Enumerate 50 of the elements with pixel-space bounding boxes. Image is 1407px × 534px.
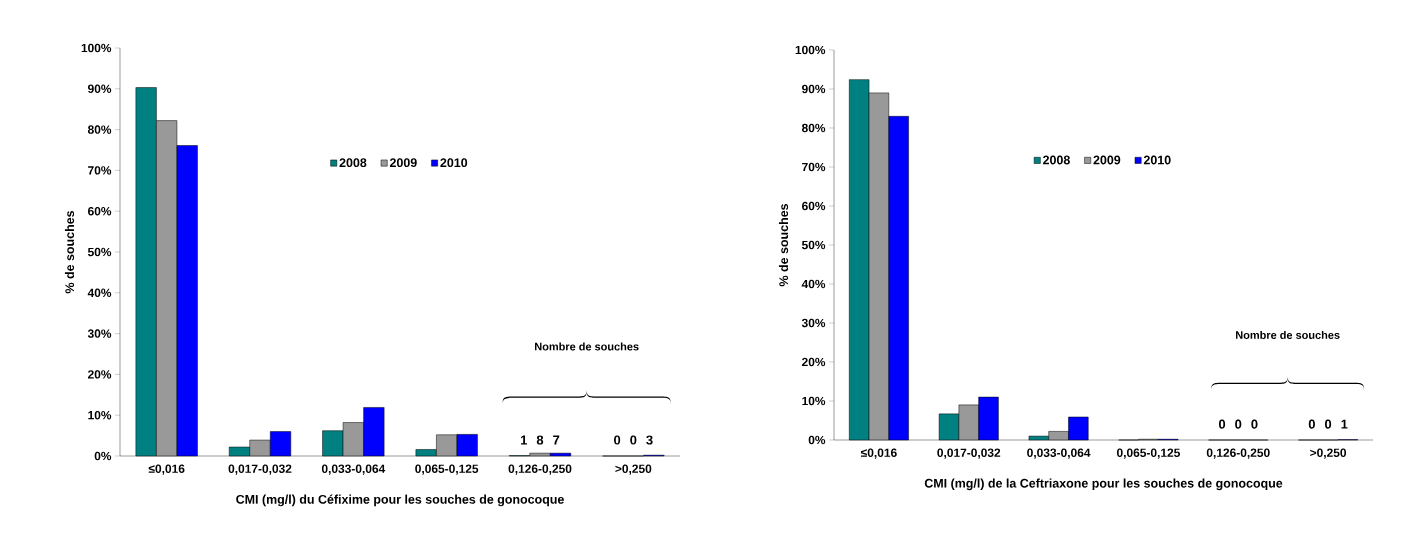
annotation: Nombre de souches: [1236, 330, 1340, 339]
legend-label: 2009: [1093, 155, 1121, 165]
y-tick-label: 20%: [802, 357, 826, 367]
y-tick-label: 90%: [802, 84, 826, 94]
y-tick-label: 0%: [94, 451, 112, 461]
y-tick-label: 30%: [801, 318, 826, 328]
y-tick-label: 10%: [802, 396, 826, 406]
y-tick-label: 40%: [87, 288, 112, 298]
y-tick-label: 100%: [795, 45, 826, 55]
y-tick-label: 20%: [87, 370, 112, 379]
x-tick-label: 0,126-0,250: [1206, 448, 1270, 459]
y-tick-label: 40%: [801, 279, 826, 289]
x-tick-label: >0,250: [615, 464, 652, 475]
x-tick-label: 0,033-0,064: [1027, 448, 1091, 459]
y-tick-label: 10%: [88, 410, 112, 420]
x-axis-title: CMI (mg/l) de la Ceftriaxone pour les souches de gonocoque: [924, 478, 1283, 491]
y-axis-title: % de souches: [778, 203, 789, 287]
y-tick-label: 50%: [801, 240, 826, 250]
legend-label: 2010: [440, 158, 468, 168]
x-tick-label: 0,126-0,250: [508, 464, 572, 475]
y-tick-label: 0%: [808, 435, 826, 445]
y-tick-label: 60%: [802, 201, 826, 211]
annotation: 0 0 1: [1308, 419, 1348, 429]
y-tick-label: 70%: [802, 162, 826, 172]
x-tick-label: ≤0,016: [148, 464, 185, 475]
annotation: 1 8 7: [521, 435, 560, 445]
x-axis-title: CMI (mg/l) du Céfixime pour les souches de gonocoque: [236, 494, 564, 507]
annotation: Nombre de souches: [535, 342, 639, 351]
x-tick-label: >0,250: [1310, 448, 1347, 459]
legend-label: 2008: [339, 158, 367, 168]
y-tick-label: 80%: [87, 125, 112, 134]
y-tick-label: 60%: [88, 206, 112, 216]
x-tick-label: 0,065-0,125: [415, 464, 479, 475]
annotation: 0 0 3: [614, 435, 653, 445]
y-tick-label: 100%: [81, 43, 112, 53]
x-tick-label: 0,017-0,032: [937, 448, 1001, 459]
y-tick-label: 70%: [88, 166, 112, 175]
y-tick-label: 50%: [87, 247, 112, 257]
x-tick-label: 0,065-0,125: [1116, 448, 1180, 459]
legend-label: 2010: [1143, 155, 1171, 165]
x-tick-label: 0,017-0,032: [228, 464, 292, 475]
x-tick-label: ≤0,016: [860, 448, 897, 459]
y-axis-title: % de souches: [64, 210, 75, 294]
annotation: 0 0 0: [1218, 419, 1258, 429]
y-tick-label: 80%: [801, 123, 826, 133]
legend-label: 2009: [389, 158, 417, 168]
y-tick-label: 90%: [87, 84, 112, 94]
legend-label: 2008: [1043, 155, 1070, 165]
y-tick-label: 30%: [87, 329, 112, 338]
x-tick-label: 0,033-0,064: [321, 464, 386, 475]
